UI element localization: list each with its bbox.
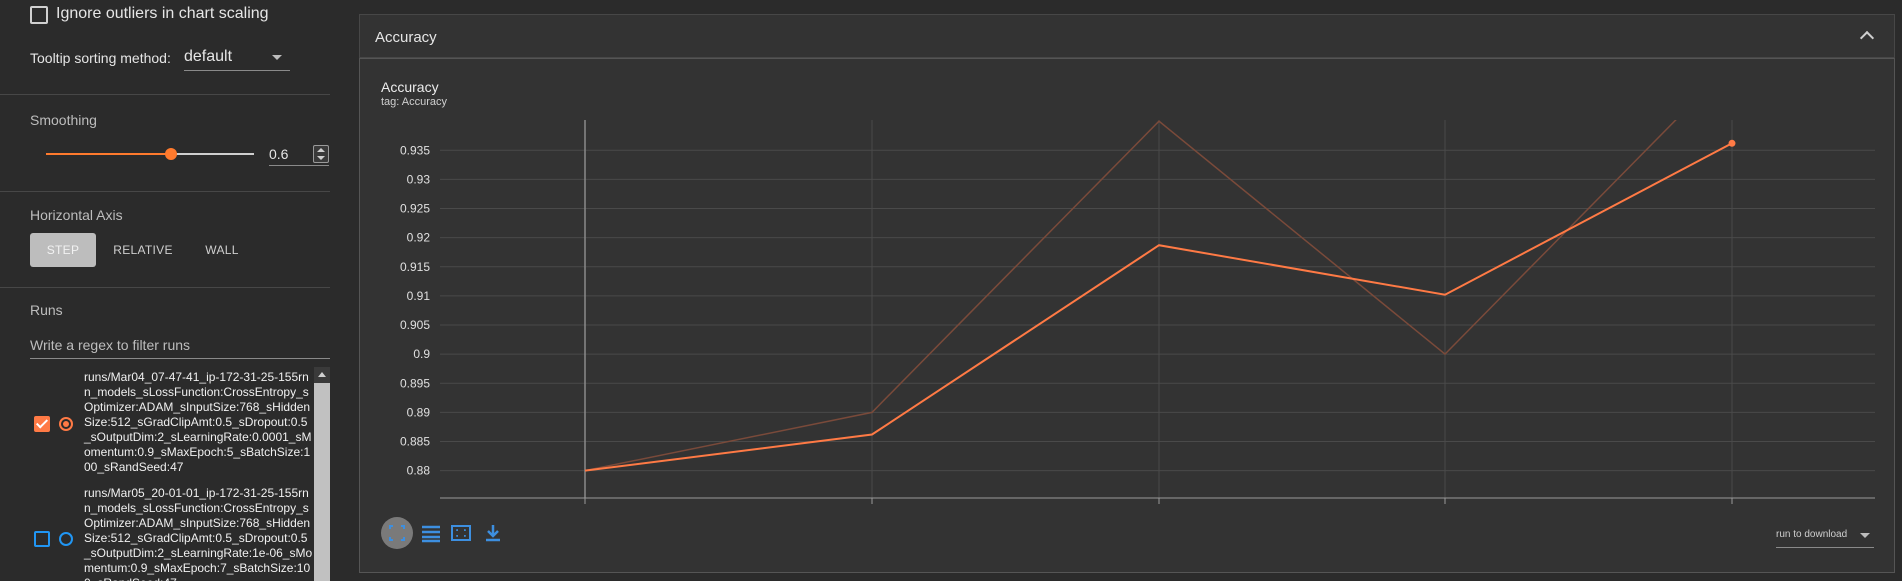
accuracy-chart[interactable]: 0.88 0.885 0.89 0.895 0.9 0.905 0.91 0.915 0.92 0… bbox=[360, 110, 1880, 510]
run-name: runs/Mar04_07-47-41_ip-172-31-25-155rnn_… bbox=[84, 370, 314, 475]
tooltip-sorting-label: Tooltip sorting method: bbox=[30, 50, 171, 66]
y-tick-label: 0.93 bbox=[407, 172, 431, 186]
divider bbox=[0, 287, 330, 288]
y-tick-label: 0.905 bbox=[400, 318, 430, 332]
runs-filter-placeholder: Write a regex to filter runs bbox=[30, 337, 190, 353]
run-to-download-select[interactable]: run to download bbox=[1776, 525, 1874, 548]
fit-box-icon[interactable] bbox=[450, 522, 472, 544]
download-icon[interactable] bbox=[482, 522, 504, 544]
sidebar: Ignore outliers in chart scaling Tooltip… bbox=[0, 0, 330, 581]
y-tick-label: 0.91 bbox=[407, 289, 431, 303]
run-radio[interactable] bbox=[59, 417, 73, 431]
chevron-up-icon[interactable] bbox=[1860, 31, 1874, 45]
accuracy-card-header[interactable]: Accuracy bbox=[359, 14, 1895, 58]
runs-list: runs/Mar04_07-47-41_ip-172-31-25-155rnn_… bbox=[0, 367, 330, 581]
smoothing-slider[interactable] bbox=[46, 153, 254, 155]
axis-relative-button[interactable]: RELATIVE bbox=[104, 233, 182, 267]
y-tick-label: 0.935 bbox=[400, 143, 430, 157]
runs-title: Runs bbox=[30, 302, 63, 318]
y-tick-label: 0.9 bbox=[413, 347, 430, 361]
chart-title: Accuracy bbox=[381, 79, 439, 95]
axis-step-button[interactable]: STEP bbox=[30, 233, 96, 267]
scroll-up-icon[interactable] bbox=[318, 372, 326, 377]
ignore-outliers-label: Ignore outliers in chart scaling bbox=[56, 5, 269, 23]
scrollbar-thumb[interactable] bbox=[314, 383, 330, 581]
y-tick-label: 0.915 bbox=[400, 260, 430, 274]
card-title: Accuracy bbox=[375, 29, 437, 46]
tooltip-sorting-select[interactable]: default bbox=[184, 48, 290, 71]
y-tick-label: 0.895 bbox=[400, 376, 430, 390]
list-icon[interactable] bbox=[420, 522, 442, 544]
divider bbox=[0, 94, 330, 95]
y-tick-label: 0.92 bbox=[407, 231, 431, 245]
run-checkbox[interactable] bbox=[34, 416, 50, 432]
axis-wall-button[interactable]: WALL bbox=[190, 233, 254, 267]
y-tick-label: 0.885 bbox=[400, 435, 430, 449]
runs-filter-input[interactable]: Write a regex to filter runs bbox=[30, 334, 330, 359]
run-to-download-placeholder: run to download bbox=[1776, 529, 1847, 540]
y-tick-label: 0.925 bbox=[400, 202, 430, 216]
run-item: runs/Mar05_20-01-01_ip-172-31-25-155rnn_… bbox=[0, 483, 315, 581]
smoothing-slider-thumb[interactable] bbox=[165, 148, 177, 160]
smoothing-title: Smoothing bbox=[30, 112, 97, 128]
smoothing-value: 0.6 bbox=[269, 146, 288, 162]
y-tick-label: 0.88 bbox=[407, 464, 431, 478]
last-point-marker bbox=[1729, 140, 1736, 147]
run-name: runs/Mar05_20-01-01_ip-172-31-25-155rnn_… bbox=[84, 486, 314, 581]
run-checkbox[interactable] bbox=[34, 531, 50, 547]
ignore-outliers-checkbox[interactable] bbox=[30, 6, 48, 24]
run-item: runs/Mar04_07-47-41_ip-172-31-25-155rnn_… bbox=[0, 367, 315, 479]
chart-subtitle: tag: Accuracy bbox=[381, 96, 447, 108]
horizontal-axis-title: Horizontal Axis bbox=[30, 207, 123, 223]
chevron-down-icon bbox=[1860, 533, 1870, 538]
y-tick-label: 0.89 bbox=[407, 405, 431, 419]
smoothing-input[interactable]: 0.6 bbox=[269, 143, 329, 166]
chevron-down-icon bbox=[272, 55, 282, 60]
fit-domain-icon[interactable] bbox=[386, 522, 408, 544]
divider bbox=[0, 191, 330, 192]
runs-scrollbar[interactable] bbox=[314, 367, 330, 581]
run-radio[interactable] bbox=[59, 532, 73, 546]
smoothing-slider-fill bbox=[46, 153, 171, 155]
tooltip-sorting-value: default bbox=[184, 48, 232, 65]
spinner-icon[interactable] bbox=[313, 145, 329, 163]
